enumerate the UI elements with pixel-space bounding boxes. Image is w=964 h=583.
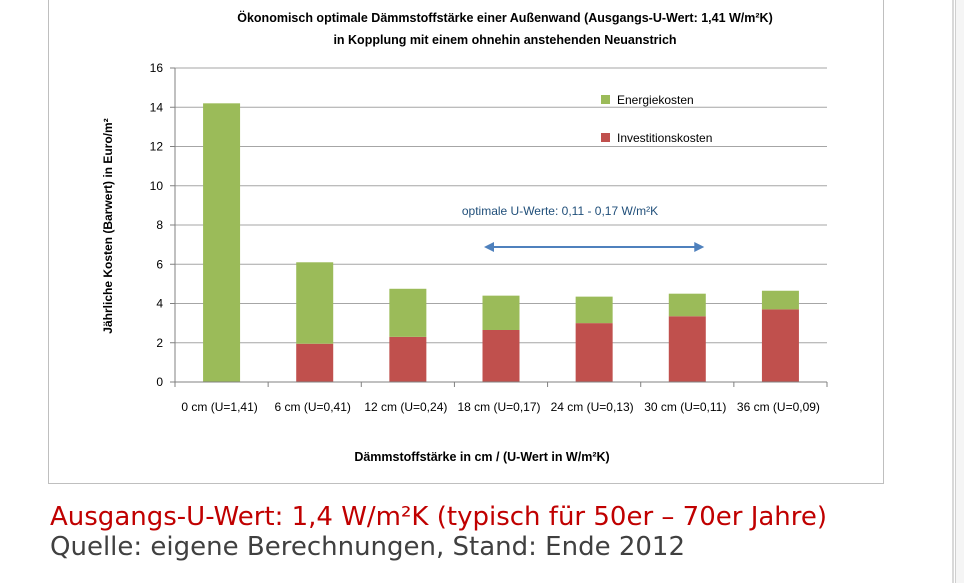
legend-label-energiekosten: Energiekosten: [617, 93, 694, 107]
bar-investitionskosten: [482, 329, 520, 382]
x-tick-label: 0 cm (U=1,41): [181, 400, 257, 414]
legend-label-investitionskosten: Investitionskosten: [617, 131, 712, 145]
stacked-bar-chart: 0 2 4 6 8 10 12 14 16 0 cm (U=1,41) 6 cm (U=0,41) 1…: [101, 10, 828, 464]
bar-energiekosten: [389, 288, 427, 337]
caption-line-2: Quelle: eigene Berechnungen, Stand: Ende…: [50, 532, 686, 562]
y-tick-label: 8: [156, 218, 163, 232]
bar-energiekosten: [296, 262, 334, 344]
legend: Energiekosten Investitionskosten: [601, 93, 712, 145]
annotation-text: optimale U-Werte: 0,11 - 0,17 W/m²K: [462, 204, 658, 218]
bars: [203, 103, 799, 382]
chart-title: Ökonomisch optimale Dämmstoffstärke eine…: [237, 10, 773, 25]
y-tick-label: 0: [156, 375, 163, 389]
chart-frame: [48, 0, 884, 484]
x-tick-label: 12 cm (U=0,24): [364, 400, 447, 414]
chart-subtitle: in Kopplung mit einem ohnehin anstehende…: [333, 33, 676, 47]
bar-energiekosten: [482, 295, 520, 330]
bar-investitionskosten: [575, 323, 613, 382]
x-axis-label: Dämmstoffstärke in cm / (U-Wert in W/m²K…: [354, 450, 609, 464]
caption-line-1: Ausgangs-U-Wert: 1,4 W/m²K (typisch für …: [50, 502, 828, 532]
bar-energiekosten: [203, 103, 241, 382]
bar-energiekosten: [668, 293, 706, 317]
bar-investitionskosten: [761, 309, 799, 382]
legend-swatch-investitionskosten: [601, 133, 610, 142]
y-tick-label: 10: [150, 179, 164, 193]
arrow-head-right-icon: [694, 242, 705, 252]
y-axis-label: Jährliche Kosten (Barwert) in Euro/m²: [101, 118, 115, 333]
bar-energiekosten: [761, 290, 799, 310]
axes: 0 2 4 6 8 10 12 14 16 0 cm (U=1,41) 6 cm (U=0,41) 1…: [150, 61, 828, 414]
optimal-range-annotation: optimale U-Werte: 0,11 - 0,17 W/m²K: [462, 204, 705, 252]
side-scrollbar[interactable]: [955, 0, 964, 583]
bar-investitionskosten: [389, 336, 427, 382]
x-tick-label: 18 cm (U=0,17): [457, 400, 540, 414]
x-tick-label: 36 cm (U=0,09): [737, 400, 820, 414]
y-tick-label: 16: [150, 61, 164, 75]
y-tick-label: 6: [156, 257, 163, 271]
x-tick-label: 24 cm (U=0,13): [551, 400, 634, 414]
x-tick-label: 6 cm (U=0,41): [275, 400, 351, 414]
y-tick-label: 14: [150, 100, 164, 114]
legend-swatch-energiekosten: [601, 95, 610, 104]
y-tick-label: 4: [156, 297, 163, 311]
y-tick-label: 2: [156, 336, 163, 350]
x-tick-label: 30 cm (U=0,11): [644, 400, 726, 414]
arrow-head-left-icon: [484, 242, 494, 252]
bar-energiekosten: [575, 296, 613, 324]
bar-investitionskosten: [668, 316, 706, 382]
y-tick-label: 12: [150, 140, 164, 154]
bar-investitionskosten: [296, 343, 334, 382]
